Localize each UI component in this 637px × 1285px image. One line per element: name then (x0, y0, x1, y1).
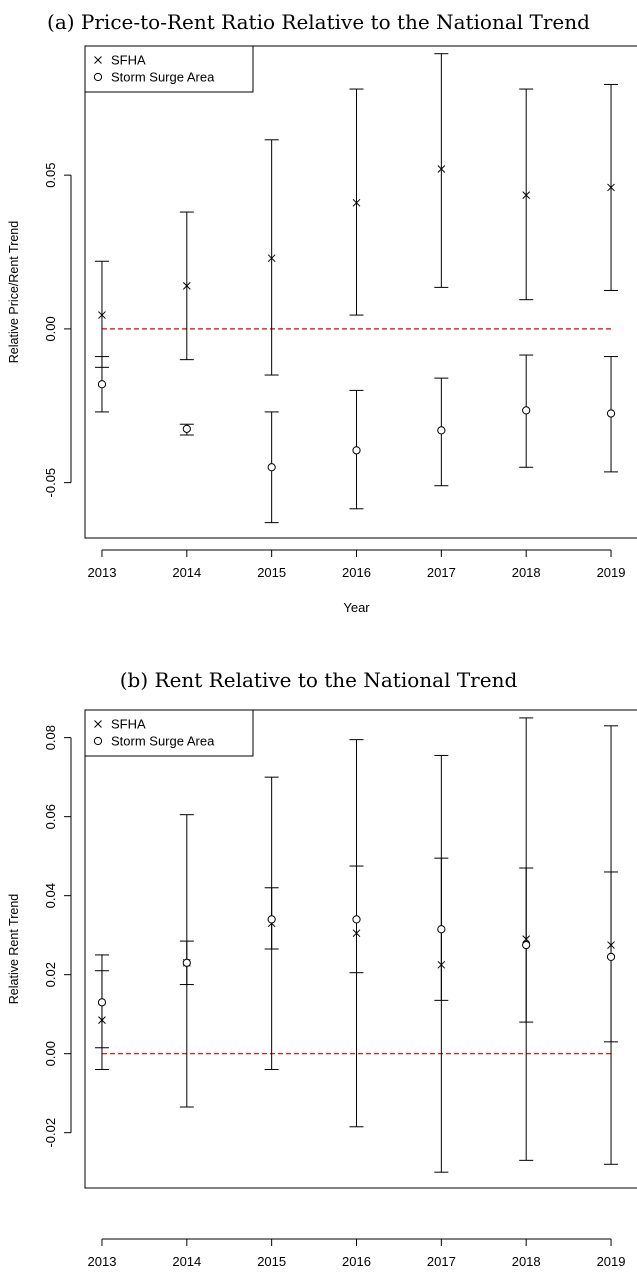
x-tick-label: 2018 (512, 565, 541, 580)
data-point-storm-surge (606, 409, 616, 418)
data-point-storm-surge (97, 998, 107, 1007)
legend-circle-marker (93, 72, 103, 82)
data-point-storm-surge (352, 915, 361, 924)
x-marker-stroke (522, 191, 531, 199)
data-point-sfha (522, 191, 531, 199)
chart-title: (b) Rent Relative to the National Trend (119, 668, 518, 692)
x-axis-label: Year (343, 600, 370, 615)
legend-label: Storm Surge Area (111, 734, 215, 749)
data-point-storm-surge (97, 380, 107, 389)
legend-label: SFHA (111, 717, 146, 732)
x-tick-label: 2019 (597, 1254, 626, 1269)
x-tick-label: 2016 (342, 565, 371, 580)
data-point-sfha (607, 183, 615, 192)
panel-b: (b) Rent Relative to the National Trend … (0, 666, 637, 1285)
chart-b: 2013201420152016201720182019Year-0.020.0… (7, 709, 637, 1269)
x-tick-label: 2015 (257, 1254, 286, 1269)
x-tick-label: 2014 (172, 565, 201, 580)
data-point-sfha (437, 165, 446, 173)
x-tick-label: 2016 (342, 1254, 371, 1269)
legend-label: SFHA (111, 53, 146, 68)
x-marker-stroke (98, 311, 106, 319)
data-point-sfha (267, 254, 276, 263)
legend-label: Storm Surge Area (111, 70, 215, 85)
chart-a: 2013 2014 2015 2016 2017 2018 2019 Year -0.05 0.0… (7, 45, 637, 615)
x-tick-label: 2013 (88, 565, 117, 580)
legend: SFHA Storm Surge Area (84, 709, 254, 757)
x-tick-label: 2014 (172, 1254, 201, 1269)
y-tick-label: 0.04 (43, 883, 58, 908)
data-point-storm-surge (437, 426, 446, 435)
data-point-storm-surge (182, 424, 191, 433)
legend-box (84, 45, 254, 93)
y-tick-label: -0.05 (43, 468, 58, 498)
x-tick-label: 2018 (512, 1254, 541, 1269)
data-point-storm-surge (437, 925, 446, 934)
x-marker-stroke (182, 281, 191, 290)
y-tick-label: 0.08 (43, 725, 58, 750)
legend: SFHA Storm Surge Area (84, 45, 254, 93)
y-tick-label: 0.00 (43, 316, 58, 341)
y-tick-label: 0.05 (43, 162, 58, 187)
data-point-storm-surge (267, 915, 276, 924)
legend-circle-marker (93, 736, 103, 746)
chart-title: (a) Price-to-Rent Ratio Relative to the … (47, 10, 590, 34)
y-tick-label: 0.06 (43, 804, 58, 829)
plot-frame (84, 45, 637, 539)
data-point-sfha (352, 198, 361, 207)
y-tick-label: 0.02 (43, 962, 58, 987)
data-point-storm-surge (267, 463, 276, 472)
x-tick-label: 2019 (597, 565, 626, 580)
data-point-storm-surge (352, 446, 361, 455)
x-marker-stroke (437, 165, 446, 173)
legend-box (84, 709, 254, 757)
x-tick-label: 2017 (427, 565, 456, 580)
x-tick-label: 2017 (427, 1254, 456, 1269)
data-point-storm-surge (606, 952, 616, 962)
x-marker-stroke (607, 183, 615, 192)
y-axis-label: Relative Rent Trend (7, 894, 21, 1005)
y-tick-label: 0.00 (43, 1041, 58, 1066)
data-point-sfha (182, 281, 191, 290)
legend-x-marker (94, 56, 102, 64)
x-tick-label: 2015 (257, 565, 286, 580)
data-point-sfha (98, 311, 106, 319)
data-point-storm-surge (182, 958, 191, 967)
data-point-storm-surge (522, 940, 531, 950)
x-tick-label: 2013 (88, 1254, 117, 1269)
x-marker-stroke (267, 254, 276, 263)
y-tick-label: -0.02 (43, 1118, 58, 1148)
legend-x-marker (94, 720, 102, 728)
x-marker-stroke (352, 198, 361, 207)
y-axis-label: Relative Price/Rent Trend (7, 221, 21, 363)
plot-frame (84, 709, 637, 1189)
data-point-storm-surge (522, 406, 531, 415)
panel-a: (a) Price-to-Rent Ratio Relative to the … (0, 0, 637, 640)
